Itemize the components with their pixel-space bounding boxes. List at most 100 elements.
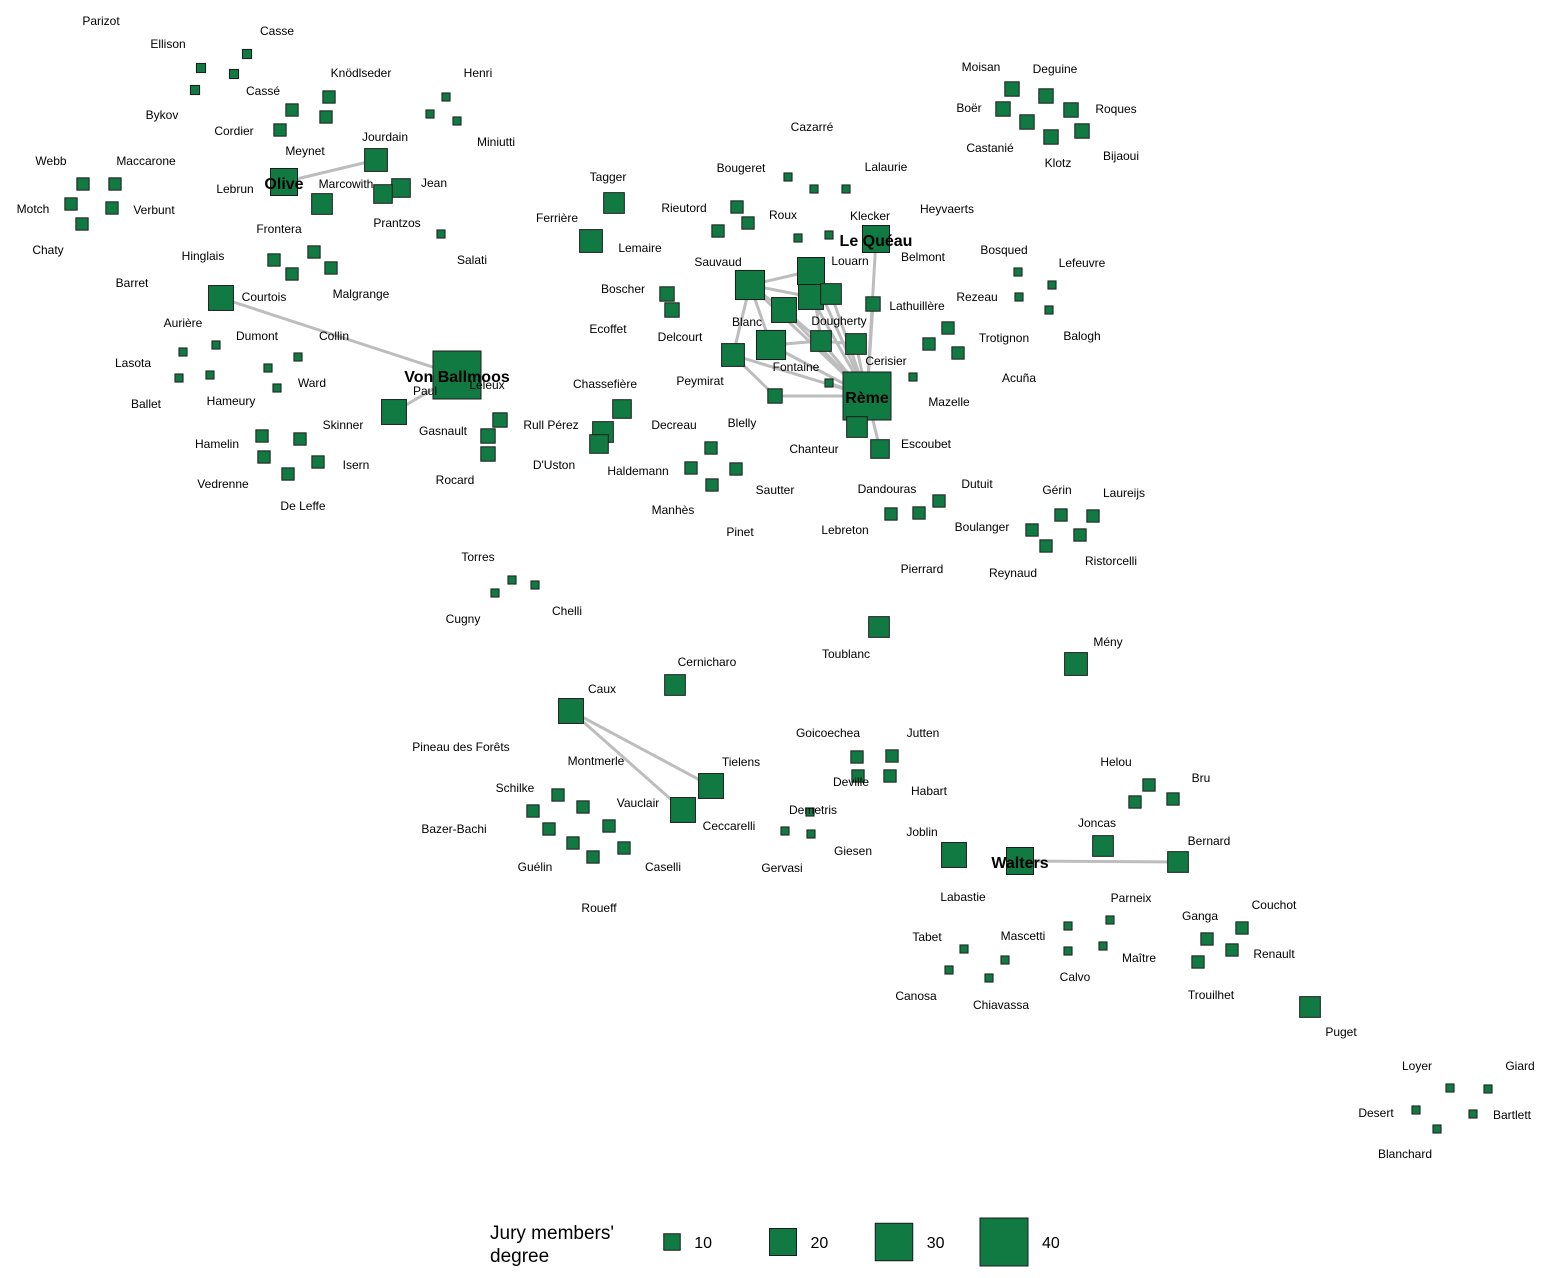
node-label: Joblin [906,825,937,839]
node-label: Blanchard [1378,1147,1432,1161]
jury-node [441,92,451,102]
node-label: Lefeuvre [1059,256,1106,270]
node-label: Dougherty [811,314,866,328]
jury-node [932,494,946,508]
legend-swatch [874,1222,914,1262]
jury-node [490,588,500,598]
node-label: Bykov [146,108,179,122]
jury-node [322,90,336,104]
jury-node [755,329,787,361]
jury-node [1043,129,1059,145]
node-label: Mascetti [1001,929,1046,943]
jury-node [381,399,407,425]
legend-items: 10 20 30 40 [663,1217,1060,1267]
node-label: Chiavassa [973,998,1029,1012]
node-label: Boscher [601,282,645,296]
node-label: Heyvaerts [920,202,974,216]
node-label: Demetris [789,803,837,817]
jury-node [868,616,890,638]
jury-node [809,184,819,194]
jury-node [798,284,824,310]
node-label: Cordier [214,124,253,138]
jury-node [551,788,565,802]
jury-node [1063,946,1073,956]
node-label: Casse [260,24,294,38]
node-label: Couchot [1252,898,1297,912]
node-label: Decreau [651,418,696,432]
node-label: Reynaud [989,566,1037,580]
jury-node [311,455,325,469]
jury-node [1086,509,1100,523]
edge [570,709,712,788]
node-label: Paul [413,384,437,398]
node-label: Peymirat [676,374,724,388]
node-label: Manhès [652,503,695,517]
jury-node [285,103,299,117]
jury-node [824,378,834,388]
jury-node [870,439,890,459]
node-label: Verbunt [133,203,175,217]
node-label: Castanié [966,141,1014,155]
node-label: Louarn [831,254,868,268]
jury-node [805,807,815,817]
jury-node [1105,915,1115,925]
node-label: Schilke [496,781,535,795]
jury-node [1054,508,1068,522]
node-label: De Leffe [280,499,325,513]
size-legend: Jury members' degree 10 20 30 40 [490,1217,1060,1267]
jury-node [1191,955,1205,969]
jury-node [711,224,725,238]
node-label: D'Uston [533,458,575,472]
node-label: Prantzos [373,216,420,230]
jury-node [602,819,616,833]
node-label: Boulanger [955,520,1010,534]
node-label: Balogh [1063,329,1100,343]
node-label: Barret [116,276,149,290]
jury-node [912,506,926,520]
node-label: Isern [343,458,370,472]
node-label: Jutten [907,726,940,740]
node-label: Blanc [732,315,762,329]
jury-node [492,412,508,428]
node-label: Pierrard [901,562,944,576]
node-label: Ballet [131,397,162,411]
legend-swatch [769,1228,797,1256]
edge [570,709,684,812]
edge [1019,859,1179,864]
jury-node [1468,1109,1478,1119]
node-label: Jourdain [362,130,408,144]
node-label: Lebrun [216,182,253,196]
node-label: Sauvaud [694,255,741,269]
node-label: Giesen [834,844,872,858]
node-label: Bartlett [1493,1108,1532,1122]
jury-node [189,84,201,96]
jury-node [670,797,696,823]
node-label: Maître [1122,951,1156,965]
node-label: Bougeret [717,161,766,175]
jury-node [659,286,675,302]
node-label: Maccarone [116,154,176,168]
node-label: Roux [769,208,797,222]
jury-node [425,109,435,119]
node-label: Cerisier [865,354,906,368]
node-label: Ganga [1182,909,1218,923]
jury-node [730,200,744,214]
jury-node [617,841,631,855]
node-label: Roques [1095,102,1136,116]
jury-node [810,330,832,352]
legend-swatch [663,1233,681,1251]
jury-node [1074,123,1090,139]
jury-node [984,973,994,983]
jury-node [208,285,234,311]
node-label: Caselli [645,860,681,874]
node-label: Montmerle [568,754,625,768]
jury-node [846,416,868,438]
node-label: Collin [319,329,349,343]
node-label: Pineau des Forêts [412,740,509,754]
jury-node [698,773,724,799]
node-label: Klotz [1045,156,1072,170]
node-label: Dandouras [858,482,917,496]
legend-swatch [979,1217,1029,1267]
jury-node [1142,778,1156,792]
node-label: Malgrange [333,287,390,301]
